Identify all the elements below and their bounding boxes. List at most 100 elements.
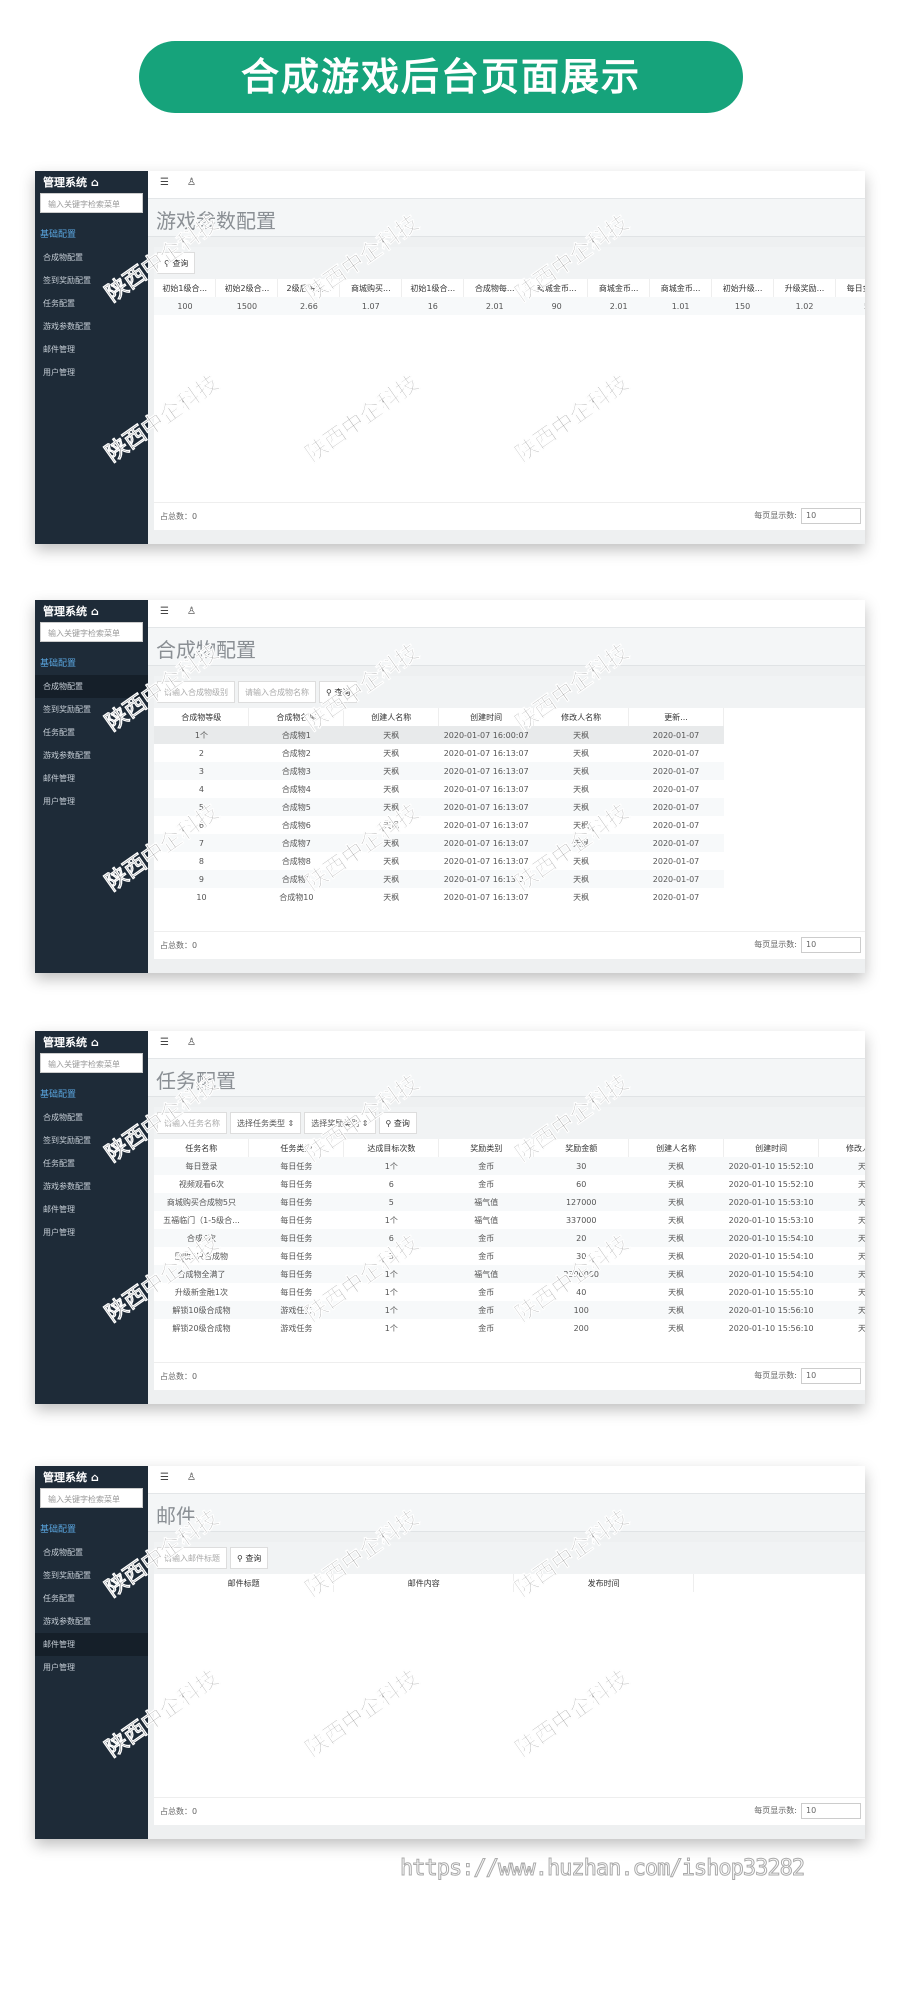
column-header[interactable]: 邮件标题 [154,1574,335,1592]
sidebar-item[interactable]: 任务配置 [43,728,75,737]
filter-input[interactable]: 请输入合成物名称 [238,681,316,703]
sidebar-item[interactable]: 任务配置 [43,1159,75,1168]
table-row[interactable]: 1个 合成物1 天枫 2020-01-07 16:00:07 天枫 2020-01-07 [154,726,724,744]
column-header[interactable]: 更新... [628,708,724,726]
column-header[interactable]: 修改人名称 [818,1139,865,1157]
table-row[interactable]: 商城购买合成物5只 每日任务 5 福气值 127000 天枫 2020-01-10 15:5… [154,1193,865,1211]
column-header[interactable]: 商城金币... [649,279,713,297]
sidebar-item[interactable]: 邮件管理 [35,1633,148,1656]
user-icon[interactable]: ♙ [186,1472,196,1483]
menu-icon[interactable]: ☰ [160,606,169,617]
table-row[interactable]: 五福临门（1-5级合... 每日任务 1个 福气值 337000 天枫 2020-01-10… [154,1211,865,1229]
sidebar-group-basic[interactable]: 基础配置 [40,1090,77,1100]
column-header[interactable]: 2级后每级... [277,279,341,297]
table-row[interactable]: 100 1500 2.66 1.07 16 2.01 90 2.01 1.01 150 1.02 5 [154,297,865,315]
table-row[interactable]: 升级新金融1次 每日任务 1个 金币 40 天枫 2020-01-10 15:55:10 天枫 [154,1283,865,1301]
table-row[interactable]: 6 合成物6 天枫 2020-01-07 16:13:07 天枫 2020-01-07 [154,816,724,834]
column-header[interactable]: 初始1级合... [401,279,465,297]
menu-search-input[interactable]: 输入关键字检索菜单 [40,193,143,213]
table-row[interactable]: 解锁10级合成物 游戏任务 1个 金币 100 天枫 2020-01-10 15:56:10… [154,1301,865,1319]
sidebar-item[interactable]: 合成物配置 [43,1113,83,1122]
column-header[interactable]: 奖励金额 [533,1139,630,1157]
sidebar-item[interactable]: 用户管理 [43,1663,75,1672]
page-size-select[interactable]: 10 [801,937,861,953]
filter-select[interactable]: 选择任务类型 ⇕ [230,1112,302,1134]
column-header[interactable]: 初始2级合... [215,279,279,297]
sidebar-group-basic[interactable]: 基础配置 [40,230,77,240]
sidebar-item[interactable]: 签到奖励配置 [43,705,91,714]
column-header[interactable]: 商城购买... [339,279,403,297]
filter-input[interactable]: 请输入合成物级别 [157,681,235,703]
table-row[interactable]: 3 合成物3 天枫 2020-01-07 16:13:07 天枫 2020-01-07 [154,762,724,780]
column-header[interactable]: 发布时间 [513,1574,694,1592]
column-header[interactable]: 初始升级... [711,279,775,297]
page-size-select[interactable]: 10 [801,508,861,524]
column-header[interactable]: 创建时间 [438,708,535,726]
home-icon[interactable]: ⌂ [87,1471,99,1484]
search-button[interactable]: ⚲ 查询 [319,681,358,703]
table-row[interactable]: 回收3只合成物 每日任务 3 金币 30 天枫 2020-01-10 15:54:10 天枫 [154,1247,865,1265]
user-icon[interactable]: ♙ [186,606,196,617]
sidebar-item[interactable]: 合成物配置 [43,253,83,262]
menu-search-input[interactable]: 输入关键字检索菜单 [40,622,143,642]
table-row[interactable]: 合成6次 每日任务 6 金币 20 天枫 2020-01-10 15:54:10 天枫 [154,1229,865,1247]
sidebar-item[interactable]: 邮件管理 [43,345,75,354]
sidebar-item[interactable]: 签到奖励配置 [43,1136,91,1145]
column-header[interactable]: 修改人名称 [533,708,630,726]
table-row[interactable]: 7 合成物7 天枫 2020-01-07 16:13:07 天枫 2020-01-07 [154,834,724,852]
sidebar-group-basic[interactable]: 基础配置 [40,659,77,669]
column-header[interactable]: 初始1级合... [154,279,217,297]
sidebar-item[interactable]: 用户管理 [43,1228,75,1237]
sidebar-item[interactable]: 签到奖励配置 [43,1571,91,1580]
column-header[interactable]: 商城金币... [587,279,651,297]
column-header[interactable]: 商城金币... [525,279,589,297]
menu-icon[interactable]: ☰ [160,177,169,188]
sidebar-item[interactable]: 任务配置 [43,299,75,308]
column-header[interactable]: 创建时间 [723,1139,820,1157]
menu-search-input[interactable]: 输入关键字检索菜单 [40,1488,143,1508]
column-header[interactable]: 邮件内容 [333,1574,515,1592]
table-row[interactable]: 解锁20级合成物 游戏任务 1个 金币 200 天枫 2020-01-10 15:56:10… [154,1319,865,1337]
filter-input[interactable]: 请输入任务名称 [157,1112,227,1134]
column-header[interactable]: 合成物等级 [154,708,250,726]
sidebar-item[interactable]: 合成物配置 [35,675,148,698]
home-icon[interactable]: ⌂ [87,1036,99,1049]
column-header[interactable]: 任务类型 [248,1139,345,1157]
sidebar-group-basic[interactable]: 基础配置 [40,1525,77,1535]
column-header[interactable]: 升级奖励... [773,279,836,297]
column-header[interactable]: 每日金币... [835,279,865,297]
sidebar-item[interactable]: 游戏参数配置 [43,322,91,331]
table-row[interactable]: 2 合成物2 天枫 2020-01-07 16:13:07 天枫 2020-01-07 [154,744,724,762]
table-row[interactable]: 5 合成物5 天枫 2020-01-07 16:13:07 天枫 2020-01-07 [154,798,724,816]
table-row[interactable]: 10 合成物10 天枫 2020-01-07 16:13:07 天枫 2020-01-07 [154,888,724,906]
user-icon[interactable]: ♙ [186,177,196,188]
sidebar-item[interactable]: 游戏参数配置 [43,751,91,760]
table-row[interactable]: 合成物全满了 每日任务 1个 福气值 2390000 天枫 2020-01-10 15:54… [154,1265,865,1283]
sidebar-item[interactable]: 邮件管理 [43,1205,75,1214]
column-header[interactable]: 任务名称 [154,1139,250,1157]
home-icon[interactable]: ⌂ [87,176,99,189]
sidebar-item[interactable]: 用户管理 [43,368,75,377]
column-header[interactable]: 达成目标次数 [343,1139,440,1157]
column-header[interactable]: 创建人名称 [628,1139,725,1157]
column-header[interactable]: 合成物每... [463,279,527,297]
user-icon[interactable]: ♙ [186,1037,196,1048]
sidebar-item[interactable]: 游戏参数配置 [43,1182,91,1191]
table-row[interactable]: 每日登录 每日任务 1个 金币 30 天枫 2020-01-10 15:52:10 天枫 [154,1157,865,1175]
column-header[interactable]: 创建人名称 [343,708,440,726]
table-row[interactable]: 8 合成物8 天枫 2020-01-07 16:13:07 天枫 2020-01-07 [154,852,724,870]
table-row[interactable]: 9 合成物9 天枫 2020-01-07 16:13:07 天枫 2020-01-07 [154,870,724,888]
search-button[interactable]: ⚲ 查询 [230,1547,269,1569]
page-size-select[interactable]: 10 [801,1803,861,1819]
menu-search-input[interactable]: 输入关键字检索菜单 [40,1053,143,1073]
sidebar-item[interactable]: 邮件管理 [43,774,75,783]
menu-icon[interactable]: ☰ [160,1472,169,1483]
sidebar-item[interactable]: 游戏参数配置 [43,1617,91,1626]
search-button[interactable]: ⚲ 查询 [157,252,196,274]
column-header[interactable]: 合成物名称 [248,708,345,726]
table-row[interactable]: 4 合成物4 天枫 2020-01-07 16:13:07 天枫 2020-01-07 [154,780,724,798]
sidebar-item[interactable]: 用户管理 [43,797,75,806]
sidebar-item[interactable]: 任务配置 [43,1594,75,1603]
page-size-select[interactable]: 10 [801,1368,861,1384]
column-header[interactable]: 奖励类别 [438,1139,535,1157]
